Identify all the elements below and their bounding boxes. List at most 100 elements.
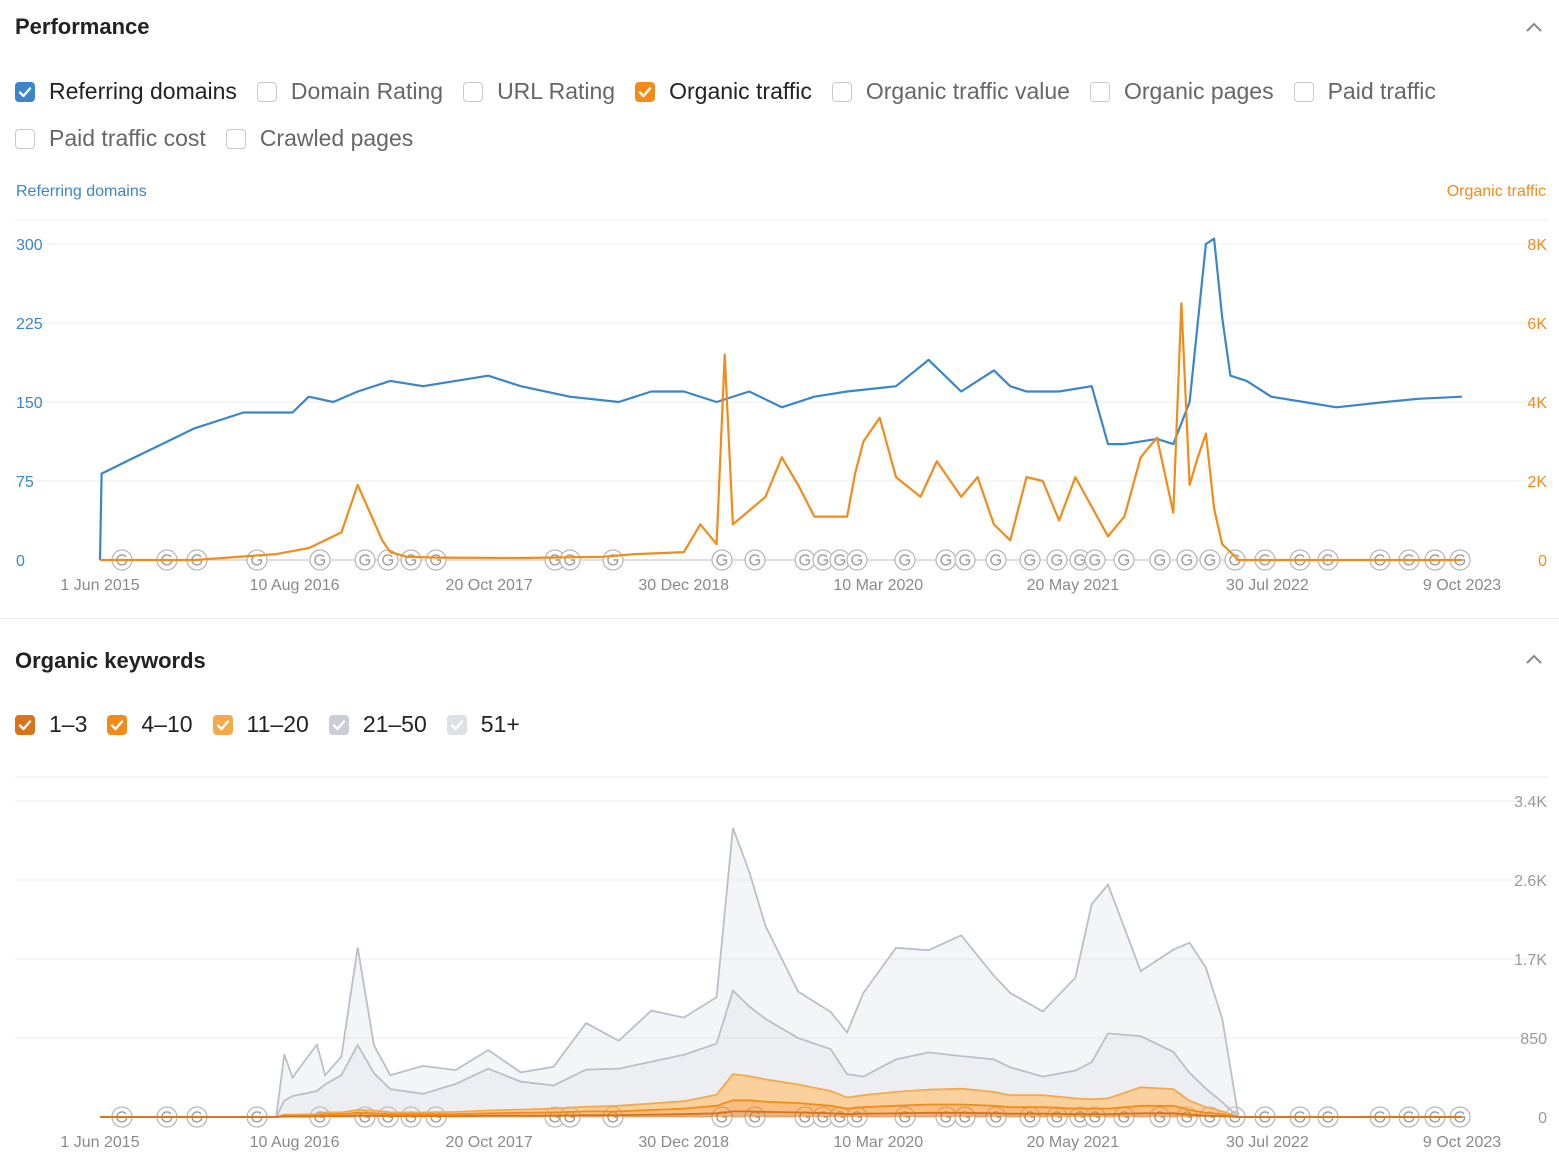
checkbox-unchecked-icon[interactable] [225, 128, 246, 149]
google-update-marker-icon[interactable] [1046, 549, 1068, 571]
google-update-marker-icon[interactable] [985, 549, 1007, 571]
metric-toggle-row-1: Referring domains Domain Rating URL Rating… [15, 78, 1456, 105]
performance-chart: 0 0 75 2K 150 4K 225 6K 300 8K 1 Jun 2015 10 Aug 20… [15, 219, 1548, 594]
area-line-11-20 [100, 1073, 1462, 1118]
google-update-marker-icon[interactable] [1019, 549, 1041, 571]
y-left-tick-label: 300 [16, 237, 43, 254]
toggle-label: 11–20 [246, 711, 309, 737]
x-tick-label: 10 Aug 2016 [250, 577, 340, 594]
checkbox-checked-icon[interactable] [15, 81, 35, 102]
x-tick-label: 20 May 2021 [1027, 577, 1120, 594]
google-update-marker-icon[interactable] [559, 549, 581, 571]
google-update-marker-icon[interactable] [354, 549, 376, 571]
google-update-marker-icon[interactable] [794, 549, 816, 571]
checkbox-checked-icon[interactable] [635, 81, 656, 102]
google-update-marker-icon[interactable] [246, 549, 268, 571]
google-update-marker-icon[interactable] [602, 549, 624, 571]
checkbox-unchecked-icon[interactable] [1089, 81, 1110, 102]
area-51 [100, 828, 1462, 1117]
area-11-20 [100, 1074, 1462, 1117]
x-tick-label: 9 Oct 2023 [1423, 1134, 1501, 1151]
chevron-up-icon[interactable] [1523, 648, 1545, 670]
y-right-tick-label: 2.6K [1514, 873, 1547, 890]
google-update-marker-icon[interactable] [377, 549, 399, 571]
toggle-label: 21–50 [362, 711, 427, 737]
metric-toggle-row-2: Paid traffic cost Crawled pages [15, 125, 433, 152]
y-right-tick-label: 0 [1538, 553, 1547, 570]
y-right-tick-label: 2K [1527, 474, 1547, 491]
google-update-marker-icon[interactable] [744, 549, 766, 571]
toggle-21-50[interactable]: 21–50 [328, 711, 427, 738]
toggle-paid-traffic[interactable]: Paid traffic [1293, 78, 1436, 105]
organic-keywords-title: Organic keywords [15, 648, 206, 673]
area-line-51 [100, 827, 1462, 1118]
google-update-marker-icon[interactable] [1113, 549, 1135, 571]
checkbox-checked-icon[interactable] [212, 714, 233, 735]
position-toggle-row: 1–3 4–10 11–20 21–50 51+ [15, 711, 540, 738]
y-right-tick-label: 1.7K [1514, 952, 1547, 969]
toggle-label: Crawled pages [259, 125, 414, 151]
toggle-11-20[interactable]: 11–20 [212, 711, 309, 738]
section-divider [0, 618, 1559, 619]
y-left-tick-label: 150 [16, 395, 43, 412]
google-update-marker-icon[interactable] [846, 549, 868, 571]
y-right-tick-label: 8K [1527, 237, 1547, 254]
checkbox-checked-icon[interactable] [446, 714, 467, 735]
x-tick-label: 1 Jun 2015 [60, 1134, 139, 1151]
x-tick-label: 10 Mar 2020 [833, 1134, 923, 1151]
y-right-tick-label: 6K [1527, 316, 1547, 333]
checkbox-checked-icon[interactable] [328, 714, 349, 735]
google-update-marker-icon[interactable] [400, 549, 422, 571]
google-update-marker-icon[interactable] [425, 549, 447, 571]
area-1-3 [100, 1111, 1462, 1117]
google-update-marker-icon[interactable] [711, 549, 733, 571]
toggle-4-10[interactable]: 4–10 [107, 711, 193, 738]
chevron-up-icon[interactable] [1523, 16, 1545, 38]
y-right-tick-label: 4K [1527, 395, 1547, 412]
right-axis-title: Organic traffic [1446, 183, 1546, 200]
google-update-marker-icon[interactable] [954, 549, 976, 571]
checkbox-unchecked-icon[interactable] [256, 81, 277, 102]
y-right-tick-label: 3.4K [1514, 794, 1547, 811]
x-tick-label: 9 Oct 2023 [1423, 577, 1501, 594]
x-tick-label: 30 Jul 2022 [1226, 577, 1309, 594]
google-update-marker-icon[interactable] [894, 549, 916, 571]
google-update-marker-icon[interactable] [1149, 549, 1171, 571]
toggle-label: 1–3 [49, 711, 88, 737]
toggle-crawled-pages[interactable]: Crawled pages [225, 125, 414, 152]
area-21-50 [100, 990, 1462, 1117]
toggle-label: Organic traffic value [865, 78, 1070, 104]
y-left-tick-label: 0 [16, 553, 25, 570]
toggle-referring-domains[interactable]: Referring domains [15, 78, 237, 105]
checkbox-unchecked-icon[interactable] [1293, 81, 1314, 102]
google-update-marker-icon[interactable] [1176, 549, 1198, 571]
checkbox-checked-icon[interactable] [107, 714, 128, 735]
google-update-marker-icon[interactable] [1084, 549, 1106, 571]
toggle-51[interactable]: 51+ [446, 711, 520, 738]
toggle-label: Organic pages [1123, 78, 1274, 104]
toggle-label: 4–10 [141, 711, 193, 737]
google-update-marker-icon[interactable] [309, 549, 331, 571]
toggle-url-rating[interactable]: URL Rating [463, 78, 615, 105]
google-update-marker-icon[interactable] [935, 549, 957, 571]
google-update-marker-icon[interactable] [1199, 549, 1221, 571]
x-tick-label: 30 Dec 2018 [638, 577, 729, 594]
toggle-organic-traffic-value[interactable]: Organic traffic value [831, 78, 1070, 105]
y-left-tick-label: 225 [16, 316, 43, 333]
toggle-organic-traffic[interactable]: Organic traffic [635, 78, 812, 105]
toggle-label: Domain Rating [290, 78, 444, 104]
left-axis-title: Referring domains [16, 183, 147, 200]
toggle-paid-traffic-cost[interactable]: Paid traffic cost [15, 125, 206, 152]
toggle-domain-rating[interactable]: Domain Rating [256, 78, 444, 105]
checkbox-unchecked-icon[interactable] [463, 81, 484, 102]
google-update-marker-icon[interactable] [1069, 549, 1091, 571]
checkbox-unchecked-icon[interactable] [831, 81, 852, 102]
performance-title: Performance [15, 14, 150, 39]
x-tick-label: 10 Mar 2020 [833, 577, 923, 594]
checkbox-checked-icon[interactable] [15, 714, 35, 735]
toggle-1-3[interactable]: 1–3 [15, 711, 87, 738]
checkbox-unchecked-icon[interactable] [15, 128, 35, 149]
toggle-organic-pages[interactable]: Organic pages [1089, 78, 1274, 105]
area-4-10 [100, 1100, 1462, 1117]
x-tick-label: 10 Aug 2016 [250, 1134, 340, 1151]
